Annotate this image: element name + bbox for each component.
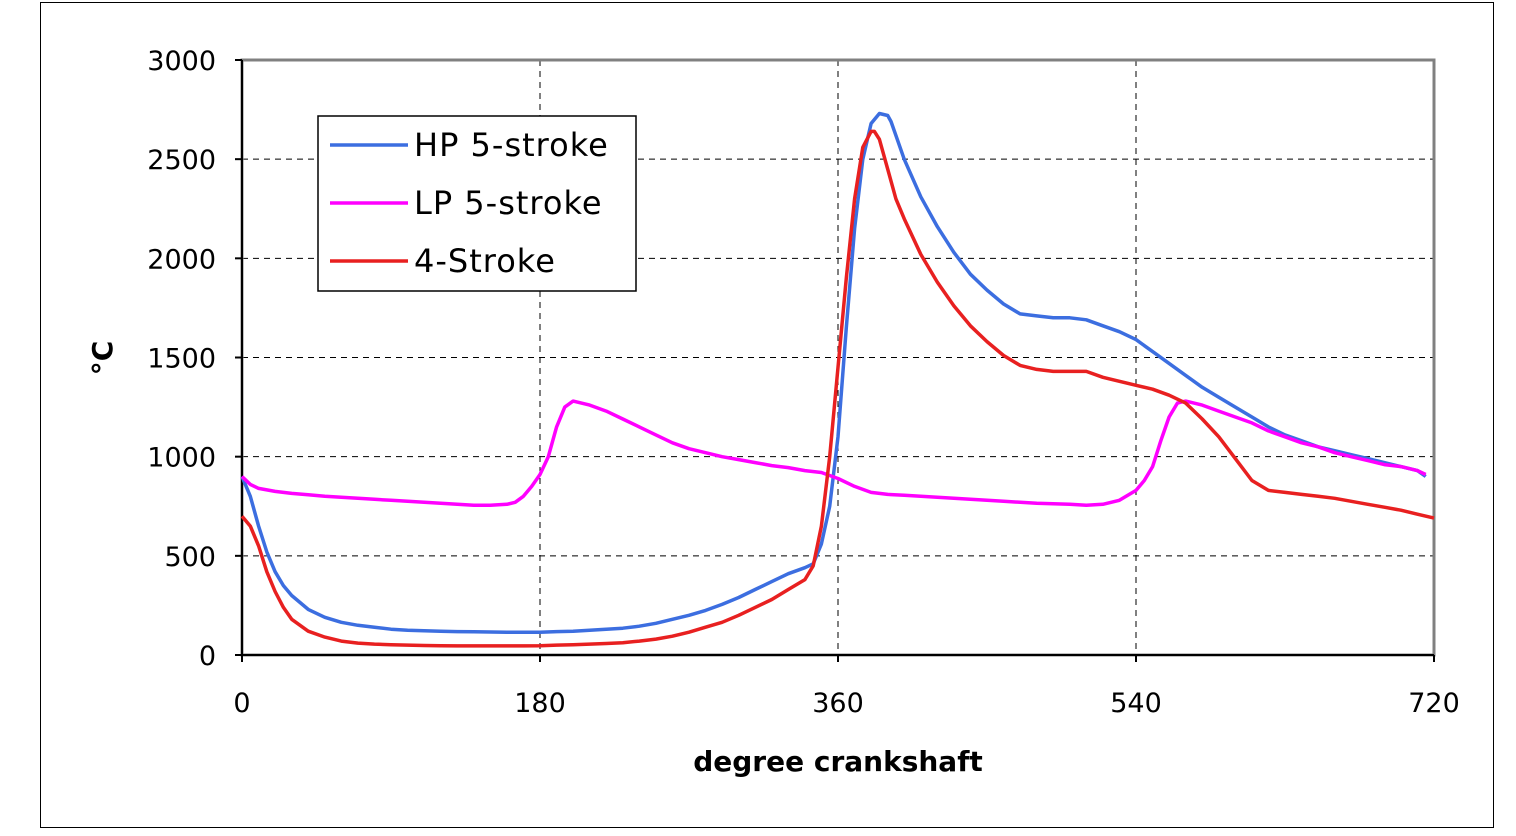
y-tick-label-0: 0 — [199, 641, 216, 672]
x-tick-label-0: 0 — [233, 688, 250, 719]
legend-label-lp-5-stroke: LP 5-stroke — [414, 184, 603, 222]
series-line-lp-5-stroke — [240, 399, 1427, 508]
legend: HP 5-stroke LP 5-stroke 4-Stroke — [317, 115, 637, 292]
y-axis-title: °C — [86, 341, 119, 376]
y-tick-label-3000: 3000 — [147, 46, 216, 77]
y-tick-label-500: 500 — [164, 542, 216, 573]
x-tick-label-360: 360 — [812, 688, 864, 719]
y-tick-label-1500: 1500 — [147, 344, 216, 375]
x-tick-label-180: 180 — [514, 688, 566, 719]
series-line-4-stroke — [240, 129, 1435, 648]
y-tick-label-2500: 2500 — [147, 145, 216, 176]
y-tick-label-2000: 2000 — [147, 244, 216, 275]
x-tick-label-720: 720 — [1408, 688, 1460, 719]
y-tick-label-1000: 1000 — [147, 443, 216, 474]
x-tick-label-540: 540 — [1110, 688, 1162, 719]
series-layer — [240, 111, 1435, 648]
tick-layer: 0 500 1000 1500 2000 2500 3000 0 180 360 540 720 — [147, 46, 1459, 719]
x-axis-title: degree crankshaft — [693, 745, 983, 778]
legend-label-hp-5-stroke: HP 5-stroke — [414, 126, 609, 164]
series-line-hp-5-stroke — [240, 111, 1427, 634]
legend-label-4-stroke: 4-Stroke — [414, 242, 556, 280]
